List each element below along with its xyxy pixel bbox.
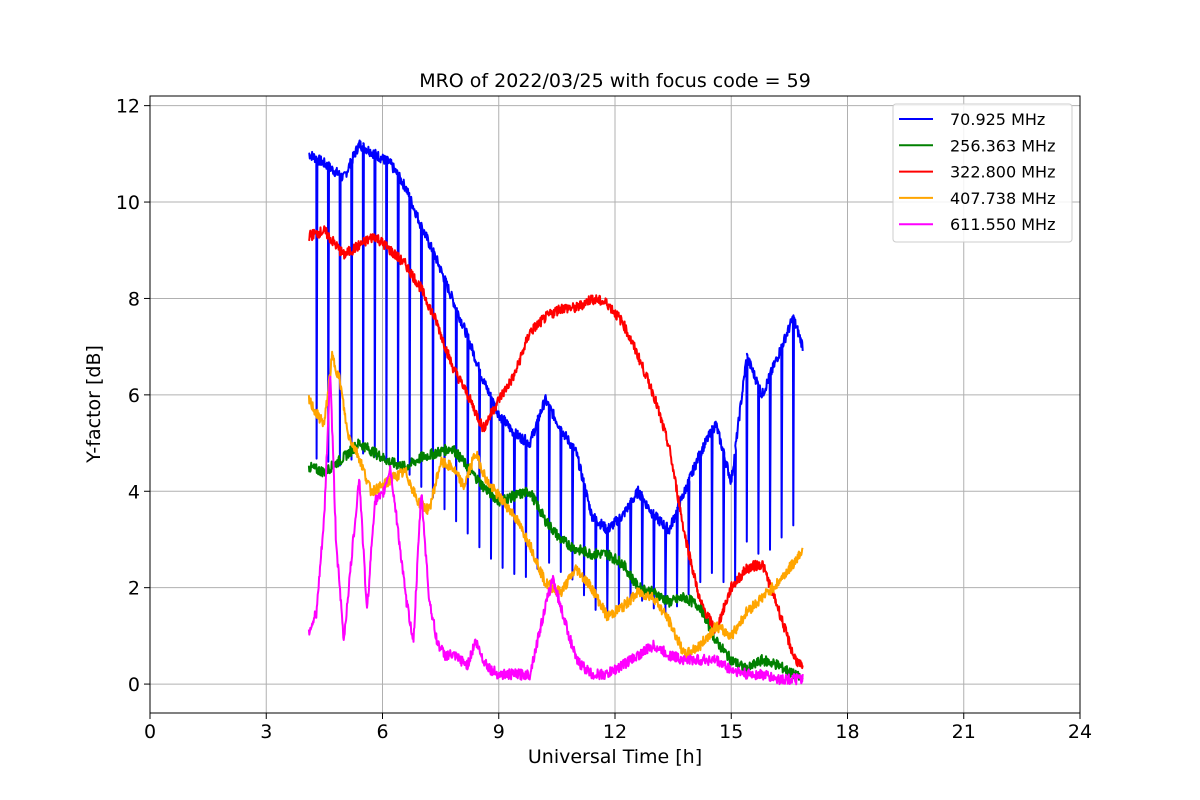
series-layer (307, 139, 804, 686)
series-line-2 (307, 225, 804, 670)
x-tick-label: 0 (144, 721, 156, 743)
legend: 70.925 MHz 256.363 MHz 322.800 MHz 407.738 … (892, 103, 1073, 243)
legend-entry: 256.363 MHz (950, 136, 1055, 155)
y-axis-label: Y-factor [dB] (83, 345, 105, 464)
y-tick-label: 2 (128, 578, 140, 600)
x-axis-label: Universal Time [h] (528, 746, 702, 768)
x-tick-label: 9 (493, 721, 505, 743)
y-tick-label: 4 (128, 481, 140, 503)
legend-entry: 70.925 MHz (950, 110, 1045, 129)
series-line-1 (307, 438, 804, 682)
x-tick-label: 24 (1068, 721, 1092, 743)
x-tick-label: 18 (835, 721, 859, 743)
legend-entry: 407.738 MHz (950, 189, 1055, 208)
series-line-4 (307, 375, 804, 686)
chart-title: MRO of 2022/03/25 with focus code = 59 (419, 70, 811, 92)
x-tick-label: 15 (719, 721, 743, 743)
legend-entry: 322.800 MHz (950, 163, 1055, 182)
x-tick-label: 3 (260, 721, 272, 743)
x-tick-label: 21 (952, 721, 976, 743)
series-line-0 (308, 139, 804, 616)
y-tick-label: 6 (128, 385, 140, 407)
x-tick-label: 6 (376, 721, 388, 743)
y-tick-label: 8 (128, 288, 140, 310)
x-tick-label: 12 (603, 721, 627, 743)
y-tick-label: 12 (116, 96, 140, 118)
y-tick-label: 10 (116, 192, 140, 214)
legend-entry: 611.550 MHz (950, 215, 1055, 234)
legend-box (892, 103, 1073, 243)
y-tick-label: 0 (128, 674, 140, 696)
